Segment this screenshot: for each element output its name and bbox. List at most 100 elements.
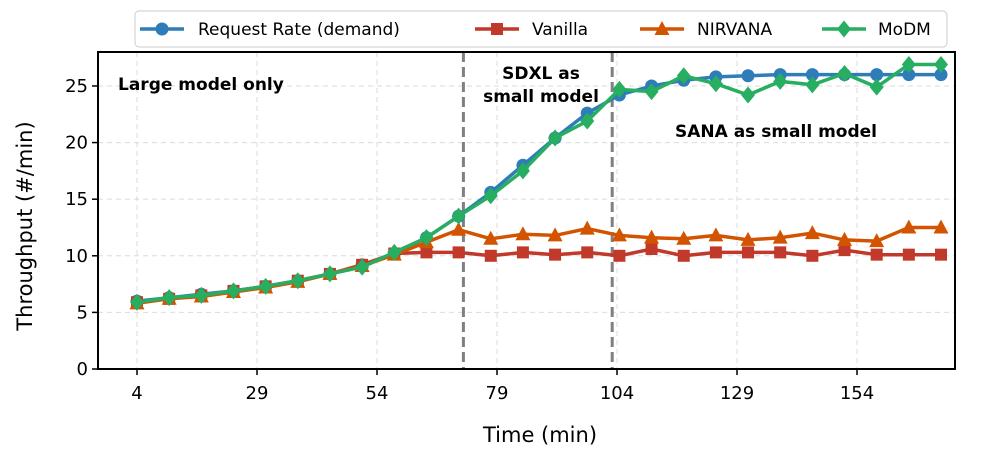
annotation-sdxl-line1: SDXL as bbox=[502, 64, 580, 84]
y-tick-label: 15 bbox=[65, 189, 88, 210]
data-point bbox=[901, 219, 917, 234]
series-modm bbox=[130, 55, 948, 311]
legend-box bbox=[134, 10, 948, 48]
data-point bbox=[611, 227, 627, 242]
data-point bbox=[515, 226, 531, 241]
data-point bbox=[549, 248, 562, 261]
data-point bbox=[837, 231, 853, 246]
data-point bbox=[516, 246, 529, 259]
data-point bbox=[773, 72, 788, 90]
data-point bbox=[837, 65, 852, 83]
legend-marker bbox=[491, 23, 503, 35]
data-point bbox=[484, 249, 497, 262]
axis-ticks: 0 5 10 15 20 25 4 29 54 79 104 129 154 bbox=[65, 76, 874, 404]
data-point bbox=[290, 272, 305, 290]
x-tick-label: 29 bbox=[246, 383, 269, 404]
data-point bbox=[226, 282, 241, 300]
data-point bbox=[902, 248, 915, 261]
data-point bbox=[804, 225, 820, 240]
series-group bbox=[129, 55, 949, 311]
data-point bbox=[387, 243, 402, 261]
y-tick-label: 25 bbox=[65, 76, 88, 97]
annotation-sdxl-line2: small model bbox=[483, 87, 599, 107]
x-tick-label: 4 bbox=[131, 383, 142, 404]
data-point bbox=[934, 68, 948, 82]
data-point bbox=[676, 67, 691, 85]
series-nirvana bbox=[129, 219, 949, 310]
plot-frame bbox=[97, 51, 956, 370]
legend-marker bbox=[155, 22, 169, 36]
legend: Request Rate (demand) Vanilla NIRVANA Mo… bbox=[134, 10, 948, 48]
x-tick-label: 79 bbox=[486, 383, 509, 404]
data-point bbox=[580, 112, 595, 130]
legend-marker bbox=[654, 21, 670, 35]
data-point bbox=[515, 162, 530, 180]
data-point bbox=[420, 246, 433, 259]
y-tick-label: 20 bbox=[65, 133, 88, 154]
legend-label-modm: MoDM bbox=[878, 20, 931, 40]
data-point bbox=[483, 230, 499, 245]
data-point bbox=[322, 265, 337, 283]
data-point bbox=[644, 229, 660, 244]
data-point bbox=[741, 86, 756, 104]
data-point bbox=[613, 249, 626, 262]
series-line bbox=[136, 247, 941, 304]
data-point bbox=[130, 293, 144, 311]
data-point bbox=[452, 246, 465, 259]
annotation-sana: SANA as small model bbox=[675, 122, 877, 142]
data-point bbox=[645, 242, 658, 255]
data-point bbox=[870, 248, 883, 261]
data-point bbox=[869, 78, 884, 96]
x-tick-label: 129 bbox=[720, 383, 754, 404]
x-tick-label: 154 bbox=[840, 383, 874, 404]
data-point bbox=[676, 230, 692, 245]
series-vanilla bbox=[131, 242, 947, 309]
data-point bbox=[579, 220, 595, 235]
data-point bbox=[258, 277, 273, 295]
data-point bbox=[677, 249, 690, 262]
legend-label-nirvana: NIRVANA bbox=[697, 20, 773, 40]
annotation-large-model-only: Large model only bbox=[118, 75, 284, 95]
data-point bbox=[419, 229, 434, 247]
data-point bbox=[806, 249, 819, 262]
data-point bbox=[548, 129, 563, 147]
data-point bbox=[805, 76, 820, 94]
data-point bbox=[451, 221, 467, 236]
series-line bbox=[136, 225, 941, 306]
data-point bbox=[741, 69, 755, 83]
data-point bbox=[708, 75, 723, 93]
data-point bbox=[742, 246, 755, 259]
y-tick-label: 0 bbox=[77, 359, 88, 380]
data-point bbox=[451, 207, 466, 225]
data-point bbox=[933, 219, 949, 234]
data-point bbox=[805, 68, 819, 82]
y-tick-label: 10 bbox=[65, 246, 88, 267]
data-point bbox=[774, 246, 787, 259]
x-tick-label: 54 bbox=[366, 383, 389, 404]
x-tick-label: 104 bbox=[600, 383, 634, 404]
data-point bbox=[869, 233, 885, 248]
data-point bbox=[935, 248, 947, 261]
data-point bbox=[644, 83, 659, 101]
data-point bbox=[547, 227, 563, 242]
series-line bbox=[136, 72, 941, 303]
data-point bbox=[708, 227, 724, 242]
legend-marks bbox=[140, 20, 866, 38]
y-tick-label: 5 bbox=[77, 302, 88, 323]
data-point bbox=[612, 80, 627, 98]
data-point bbox=[870, 68, 884, 82]
data-point bbox=[934, 55, 948, 73]
data-point bbox=[838, 244, 851, 257]
data-point bbox=[740, 231, 756, 246]
legend-label-request-rate: Request Rate (demand) bbox=[198, 20, 400, 40]
x-axis-label: Time (min) bbox=[482, 423, 597, 447]
data-point bbox=[162, 289, 177, 307]
legend-marker bbox=[837, 20, 851, 38]
y-axis-label: Throughput (#/min) bbox=[13, 121, 37, 331]
data-point bbox=[581, 246, 594, 259]
data-point bbox=[902, 68, 916, 82]
legend-label-vanilla: Vanilla bbox=[532, 20, 588, 40]
data-point bbox=[194, 286, 209, 304]
data-point bbox=[355, 258, 370, 276]
